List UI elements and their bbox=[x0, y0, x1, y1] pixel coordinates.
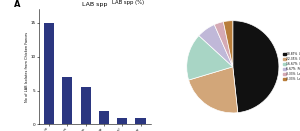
Bar bbox=[117, 118, 127, 124]
Wedge shape bbox=[233, 21, 279, 113]
Bar bbox=[136, 118, 146, 124]
Legend: 48.87%  Lactobacillus brevis, 22.35%  Lactobacillus plantarum, 16.67%  Lactobaci: 48.87% Lactobacillus brevis, 22.35% Lact… bbox=[283, 52, 300, 81]
Text: A: A bbox=[14, 0, 21, 9]
Bar bbox=[44, 23, 54, 124]
Bar bbox=[81, 87, 91, 124]
Wedge shape bbox=[223, 21, 233, 67]
Wedge shape bbox=[187, 36, 233, 80]
Wedge shape bbox=[214, 22, 233, 67]
Bar bbox=[99, 111, 109, 124]
Wedge shape bbox=[199, 25, 233, 67]
Text: LAB spp (%): LAB spp (%) bbox=[112, 0, 144, 5]
Title: LAB spp: LAB spp bbox=[82, 2, 107, 7]
Y-axis label: No of LAB Isolates from Chicken Faeces: No of LAB Isolates from Chicken Faeces bbox=[25, 32, 29, 102]
Bar bbox=[62, 77, 72, 124]
Wedge shape bbox=[189, 67, 238, 113]
